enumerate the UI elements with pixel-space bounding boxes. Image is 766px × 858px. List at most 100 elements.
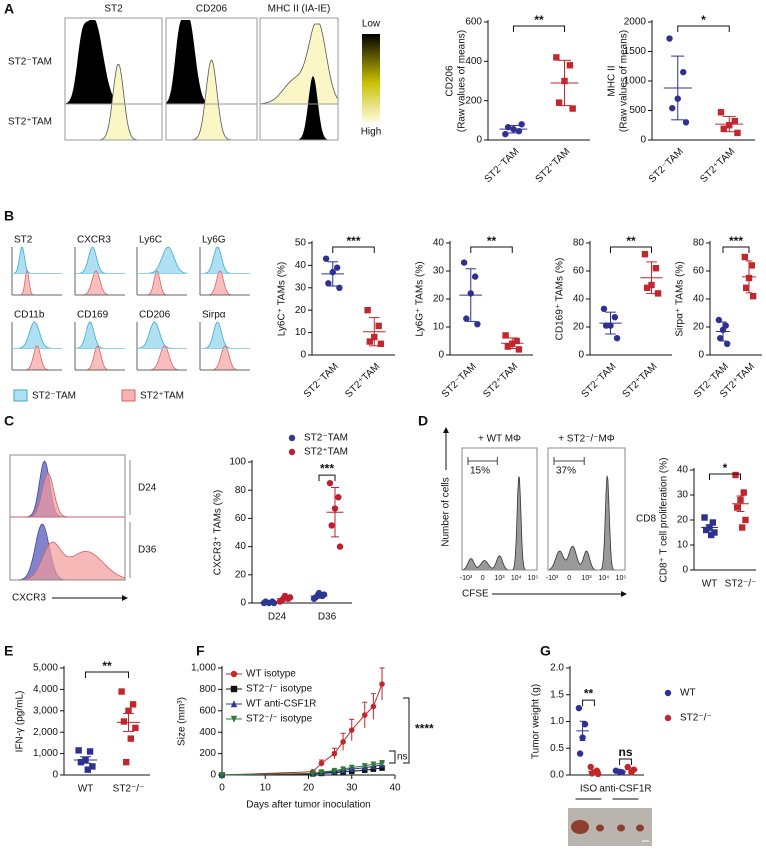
point: [77, 758, 85, 766]
y-tick-label: 0: [640, 135, 646, 146]
point: [474, 321, 481, 328]
histogram-row-label: ST2⁺TAM: [8, 117, 52, 128]
x-tick-label: ST2⁺TAM: [621, 361, 660, 400]
y-tick-label: 800: [199, 684, 216, 695]
histogram-label: CXCR3: [77, 235, 111, 246]
histogram: [12, 345, 62, 371]
y-tick-label: 20: [693, 322, 705, 333]
point: [576, 750, 584, 757]
point: [600, 305, 608, 312]
point: [379, 681, 385, 687]
legend-label: WT anti-CSF1R: [246, 699, 316, 710]
y-tick-label: 400: [465, 56, 482, 67]
point: [748, 262, 755, 269]
point: [361, 712, 368, 718]
panel-letter: C: [4, 413, 14, 429]
histogram-row-label: D24: [138, 483, 157, 494]
legend-swatch: [13, 389, 28, 402]
y-axis-label: Ly6G⁺ TAMs (%): [415, 261, 426, 336]
significance-bracket: [389, 750, 396, 764]
y-axis-label: CD206: [445, 65, 456, 97]
y-tick-label: 0.5: [550, 743, 564, 754]
point: [624, 763, 631, 771]
significance-bracket: [513, 25, 565, 32]
y-tick-label: 600: [199, 705, 216, 716]
point: [502, 130, 509, 138]
point: [717, 109, 725, 116]
legend-label: ST2⁺TAM: [140, 391, 184, 402]
point: [652, 265, 660, 272]
point: [336, 543, 344, 550]
y-axis-label: IFN-γ (pg/mL): [15, 691, 26, 753]
y-axis-label: Tumor weight (g): [531, 684, 542, 759]
histogram-tick-label: 10³: [494, 575, 505, 582]
point: [749, 293, 757, 300]
point: [320, 591, 328, 598]
y-tick-label: 20: [433, 294, 445, 305]
y-tick-label: 60: [693, 266, 705, 277]
significance-bracket: [470, 246, 513, 253]
point: [723, 340, 731, 347]
y-tick-label: 600: [465, 17, 482, 28]
legend-label: WT: [680, 688, 696, 699]
significance-label: **: [626, 234, 636, 248]
y-tick-label: 100: [229, 457, 246, 468]
histogram-label: Ly6C: [139, 235, 162, 246]
histogram: [10, 472, 125, 518]
panel-letter: G: [540, 643, 551, 659]
point: [328, 522, 335, 529]
point: [717, 335, 724, 342]
y-tick-label: 2,000: [33, 727, 58, 738]
histogram: [75, 270, 125, 296]
y-tick-label: 0: [438, 350, 444, 361]
significance-bracket: [709, 473, 741, 480]
arrow-head: [621, 591, 627, 597]
histogram-label: CD11b: [14, 310, 45, 321]
y-tick-label: 20: [295, 305, 307, 316]
y-tick-label: 0: [476, 135, 482, 146]
point: [742, 516, 749, 524]
point: [118, 688, 125, 695]
histogram-tick-label: 10⁴: [598, 575, 609, 582]
x-tick-label: ST2⁻TAM: [302, 361, 341, 400]
x-tick-label: ST2⁻TAM: [483, 146, 522, 185]
y-tick-label: 30: [433, 266, 445, 277]
y-axis-label: Sirpα⁺ TAMs (%): [675, 261, 686, 336]
y-tick-label: 4,000: [33, 684, 58, 695]
panel-letter: A: [4, 1, 14, 17]
significance-label: **: [487, 234, 497, 248]
significance-label: **: [534, 13, 544, 27]
y-tick-label: 1,000: [191, 663, 216, 674]
y-tick-label: 30: [295, 282, 307, 293]
point: [463, 315, 470, 322]
y-tick-label: 1.0: [550, 716, 564, 727]
point: [701, 514, 708, 521]
histogram-label: CD206: [139, 310, 171, 321]
histogram-axis-label: Number of cells: [441, 477, 452, 546]
histogram: [166, 20, 257, 104]
arrow-head: [443, 427, 449, 433]
point: [379, 765, 385, 771]
point: [666, 35, 673, 42]
significance-bracket: [403, 697, 410, 764]
y-tick-label: 60: [573, 266, 585, 277]
y-tick-label: 40: [433, 238, 445, 249]
y-axis-label: CD169⁺ TAMs (%): [555, 258, 566, 341]
point: [322, 255, 330, 262]
histogram-label: ST2: [14, 235, 33, 246]
legend-marker: [230, 670, 238, 678]
point: [86, 748, 94, 755]
histogram: [200, 321, 250, 349]
significance-bracket: [582, 699, 595, 707]
legend-marker: [230, 685, 238, 693]
color-scale: [362, 34, 380, 122]
histogram-tick-label: -10³: [546, 575, 559, 582]
point: [335, 494, 342, 501]
y-tick-label: 80: [693, 238, 705, 249]
point: [370, 761, 377, 768]
significance-label: ***: [729, 234, 743, 248]
legend-marker: [230, 700, 238, 708]
x-tick-label: 40: [389, 783, 401, 794]
point: [75, 747, 82, 754]
